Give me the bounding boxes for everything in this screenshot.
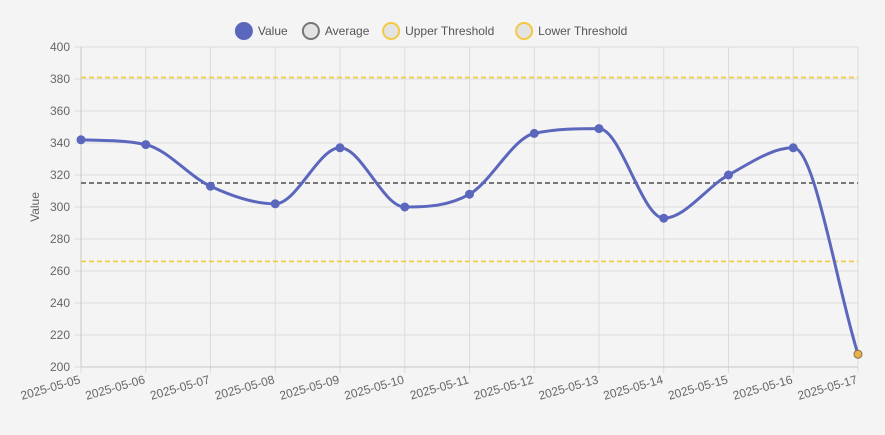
x-tick-label: 2025-05-13 [537,372,600,402]
legend-label: Upper Threshold [405,24,494,38]
x-tick-label: 2025-05-12 [472,372,535,402]
x-tick-label: 2025-05-05 [19,372,82,402]
value-point [594,124,604,134]
value-point-highlight [853,349,863,359]
value-point [400,202,410,212]
legend-label: Value [258,24,288,38]
value-line [80,127,860,355]
legend-marker [301,22,320,40]
legend-label: Lower Threshold [538,24,627,38]
value-point [465,189,474,199]
value-point [659,213,669,223]
value-point [335,143,345,153]
y-tick-label: 200 [50,360,70,374]
x-tick-label: 2025-05-17 [796,372,859,402]
value-point [270,199,280,209]
y-tick-label: 380 [50,72,70,86]
legend-marker [234,22,253,40]
x-tick-label: 2025-05-09 [278,372,341,402]
x-tick-label: 2025-05-10 [343,372,406,402]
y-tick-label: 240 [50,296,70,310]
y-tick-label: 320 [50,168,70,182]
y-tick-label: 340 [50,136,70,150]
value-point [788,143,798,153]
legend-marker [382,22,401,40]
value-point [76,135,86,145]
y-tick-label: 280 [50,232,70,246]
x-tick-label: 2025-05-15 [666,372,729,402]
x-tick-label: 2025-05-07 [148,372,211,402]
x-tick-label: 2025-05-16 [731,372,794,402]
x-tick-label: 2025-05-14 [602,372,665,402]
value-point [529,128,539,138]
x-tick-label: 2025-05-11 [408,372,470,402]
y-axis-label: Value [28,192,42,222]
axes: 200 220 240 260 280 300 320 340 360 380 400 2025-05… [19,40,859,403]
value-point [206,181,215,191]
y-tick-label: 260 [50,264,70,278]
y-tick-label: 400 [50,40,70,54]
grid [75,46,859,373]
x-tick-label: 2025-05-06 [84,372,147,402]
y-tick-label: 220 [50,328,70,342]
value-series [76,124,863,359]
y-tick-label: 300 [50,200,70,214]
value-point [141,140,151,150]
legend: Value Average Upper Threshold Lower Thresho… [234,22,627,40]
legend-label: Average [325,24,370,38]
x-tick-label: 2025-05-08 [213,372,276,402]
value-point [724,170,733,180]
y-tick-label: 360 [50,104,70,118]
legend-marker [515,22,534,40]
